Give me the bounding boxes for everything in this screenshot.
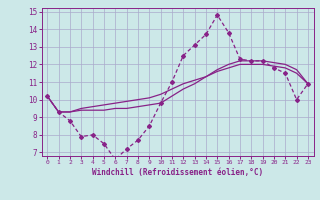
X-axis label: Windchill (Refroidissement éolien,°C): Windchill (Refroidissement éolien,°C) xyxy=(92,168,263,177)
